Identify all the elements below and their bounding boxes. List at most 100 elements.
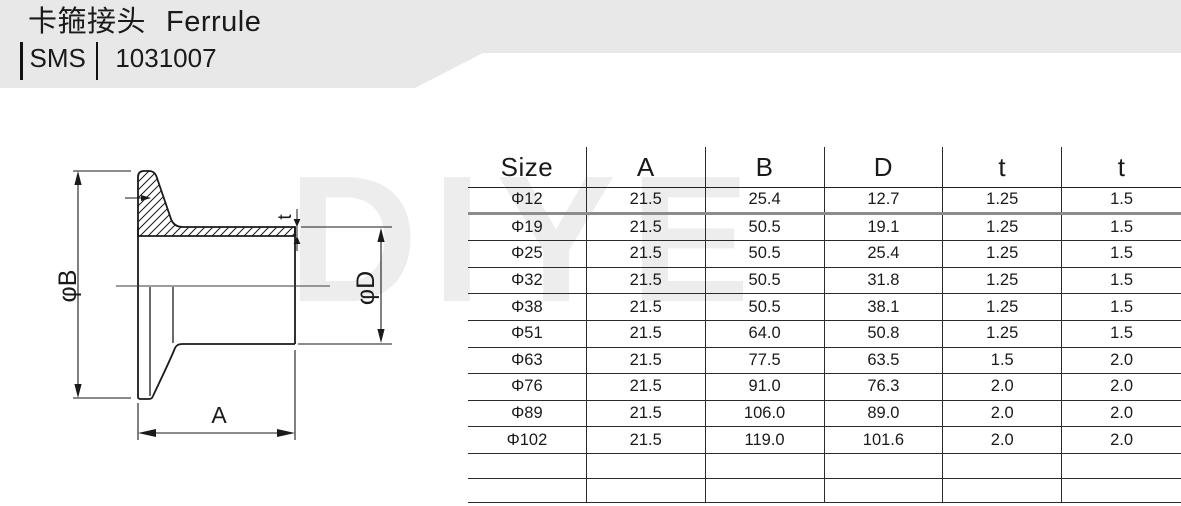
value-cell: 19.1 xyxy=(825,214,944,241)
table-row: Φ63 21.5 77.5 63.5 1.5 2.0 xyxy=(468,347,1181,375)
value-cell: 25.4 xyxy=(825,241,944,267)
table-row: Φ32 21.5 50.5 31.8 1.25 1.5 xyxy=(468,267,1181,295)
table-row: Φ102 21.5 119.0 101.6 2.0 2.0 xyxy=(468,427,1181,454)
value-cell: 63.5 xyxy=(825,347,944,374)
size-cell: Φ76 xyxy=(468,374,587,400)
dim-t-arrow-bottom xyxy=(293,236,301,244)
standard-code: 1031007 xyxy=(115,43,217,73)
value-cell: 1.5 xyxy=(1110,297,1134,316)
value-cell: 1.5 xyxy=(1110,190,1134,209)
dim-t-arrow-top xyxy=(293,219,301,227)
value-cell: 21.5 xyxy=(587,400,706,427)
value-cell: 1.5 xyxy=(1110,324,1134,343)
empty-cell xyxy=(825,478,944,503)
value-cell: 1.5 xyxy=(1110,217,1134,236)
value-cell: 21.5 xyxy=(587,347,706,374)
groove-mark-arrow xyxy=(141,195,151,201)
empty-cell xyxy=(1062,454,1181,478)
dim-phiD xyxy=(298,226,392,345)
value-cell: 76.3 xyxy=(825,374,944,400)
value-cell: 91.0 xyxy=(706,374,825,400)
column-header-t: t xyxy=(943,147,1063,187)
title-block: 卡箍接头 Ferrule SMS 1031007 xyxy=(20,5,261,80)
ferrule-section-drawing: φB t φD A xyxy=(54,170,392,440)
value-cell: 12.7 xyxy=(825,188,944,212)
value-cell: 2.0 xyxy=(1110,404,1134,423)
value-cell: 21.5 xyxy=(587,427,706,453)
value-cell: 1.25 xyxy=(943,241,1063,267)
spec-divider-mid xyxy=(95,42,99,80)
column-header-t-2: t xyxy=(1117,151,1126,182)
table-row: Φ51 21.5 64.0 50.8 1.25 1.5 xyxy=(468,320,1181,348)
value-cell: 1.25 xyxy=(943,320,1063,347)
table-empty-row xyxy=(468,478,1181,504)
empty-cell xyxy=(943,478,1063,503)
page-title-en: Ferrule xyxy=(166,6,262,38)
value-cell: 50.8 xyxy=(825,320,944,347)
empty-cell xyxy=(825,453,944,478)
value-cell: 1.25 xyxy=(943,267,1063,294)
value-cell: 21.5 xyxy=(587,294,706,320)
value-cell: 106.0 xyxy=(706,400,825,427)
value-cell: 2.0 xyxy=(1110,350,1134,369)
part-section-hatched xyxy=(137,170,296,237)
value-cell: 31.8 xyxy=(825,267,944,294)
value-cell: 1.5 xyxy=(1110,244,1134,263)
value-cell: 50.5 xyxy=(706,294,825,320)
size-cell: Φ63 xyxy=(468,347,587,374)
dim-phiB-arrow-top xyxy=(74,171,82,185)
watermark-text: DIYE xyxy=(288,139,765,340)
page-title: 卡箍接头 Ferrule xyxy=(28,5,261,39)
dim-label-A: A xyxy=(211,402,227,428)
dim-phiD-arrow-bottom xyxy=(377,329,385,343)
dim-label-t: t xyxy=(275,214,296,220)
value-cell: 2.0 xyxy=(1110,377,1134,396)
value-cell: 21.5 xyxy=(587,188,706,212)
column-header-d: D xyxy=(825,147,944,187)
spec-line: SMS 1031007 xyxy=(20,42,261,80)
table-empty-row xyxy=(468,453,1181,479)
dim-phiB-arrow-bottom xyxy=(74,384,82,398)
value-cell: 1.25 xyxy=(943,188,1063,212)
column-header-size: Size xyxy=(468,147,587,187)
value-cell: 1.5 xyxy=(1110,271,1134,290)
size-cell: Φ89 xyxy=(468,400,587,427)
value-cell: 38.1 xyxy=(825,294,944,320)
empty-cell xyxy=(1062,479,1181,503)
dim-A-arrow-left xyxy=(138,429,156,437)
value-cell: 21.5 xyxy=(587,320,706,347)
column-header-b: B xyxy=(706,147,825,187)
size-cell: Φ32 xyxy=(468,267,587,294)
table-row: Φ89 21.5 106.0 89.0 2.0 2.0 xyxy=(468,400,1181,428)
value-cell: 77.5 xyxy=(706,347,825,374)
value-cell: 1.25 xyxy=(943,214,1063,241)
empty-cell xyxy=(587,478,706,503)
value-cell: 101.6 xyxy=(825,427,944,453)
value-cell: 50.5 xyxy=(706,214,825,241)
empty-cell xyxy=(943,453,1063,478)
empty-cell xyxy=(468,478,587,503)
value-cell: 21.5 xyxy=(587,241,706,267)
part-inner-edges xyxy=(149,287,174,396)
value-cell: 2.0 xyxy=(943,374,1063,400)
value-cell: 21.5 xyxy=(587,374,706,400)
value-cell: 50.5 xyxy=(706,241,825,267)
value-cell: 89.0 xyxy=(825,400,944,427)
value-cell: 21.5 xyxy=(587,267,706,294)
dim-A xyxy=(137,350,296,440)
empty-cell xyxy=(706,453,825,478)
value-cell: 119.0 xyxy=(706,427,825,453)
value-cell: 2.0 xyxy=(1110,430,1134,449)
empty-cell xyxy=(468,453,587,478)
dim-phiD-arrow-top xyxy=(377,228,385,242)
standard-label: SMS xyxy=(29,43,86,73)
table-row: Φ25 21.5 50.5 25.4 1.25 1.5 xyxy=(468,241,1181,268)
size-cell: Φ51 xyxy=(468,320,587,347)
empty-cell xyxy=(587,453,706,478)
size-cell: Φ38 xyxy=(468,294,587,320)
table-row: Φ76 21.5 91.0 76.3 2.0 2.0 xyxy=(468,374,1181,401)
table-row: Φ12 21.5 25.4 12.7 1.25 1.5 xyxy=(468,188,1181,215)
